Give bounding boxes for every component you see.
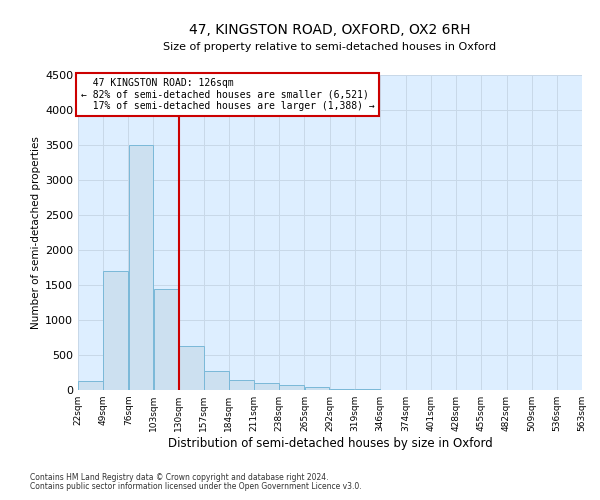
Text: Size of property relative to semi-detached houses in Oxford: Size of property relative to semi-detach… <box>163 42 497 52</box>
X-axis label: Distribution of semi-detached houses by size in Oxford: Distribution of semi-detached houses by … <box>167 437 493 450</box>
Text: Contains HM Land Registry data © Crown copyright and database right 2024.: Contains HM Land Registry data © Crown c… <box>30 473 329 482</box>
Bar <box>229 380 254 390</box>
Text: 47, KINGSTON ROAD, OXFORD, OX2 6RH: 47, KINGSTON ROAD, OXFORD, OX2 6RH <box>189 22 471 36</box>
Bar <box>179 346 203 390</box>
Bar <box>280 386 304 390</box>
Bar <box>103 271 128 390</box>
Text: Contains public sector information licensed under the Open Government Licence v3: Contains public sector information licen… <box>30 482 362 491</box>
Bar <box>128 145 153 390</box>
Bar <box>78 381 103 390</box>
Bar <box>254 383 279 390</box>
Bar <box>204 371 229 390</box>
Bar <box>330 388 355 390</box>
Bar <box>154 288 178 390</box>
Text: 47 KINGSTON ROAD: 126sqm
← 82% of semi-detached houses are smaller (6,521)
  17%: 47 KINGSTON ROAD: 126sqm ← 82% of semi-d… <box>80 78 374 112</box>
Y-axis label: Number of semi-detached properties: Number of semi-detached properties <box>31 136 41 329</box>
Bar <box>305 387 329 390</box>
